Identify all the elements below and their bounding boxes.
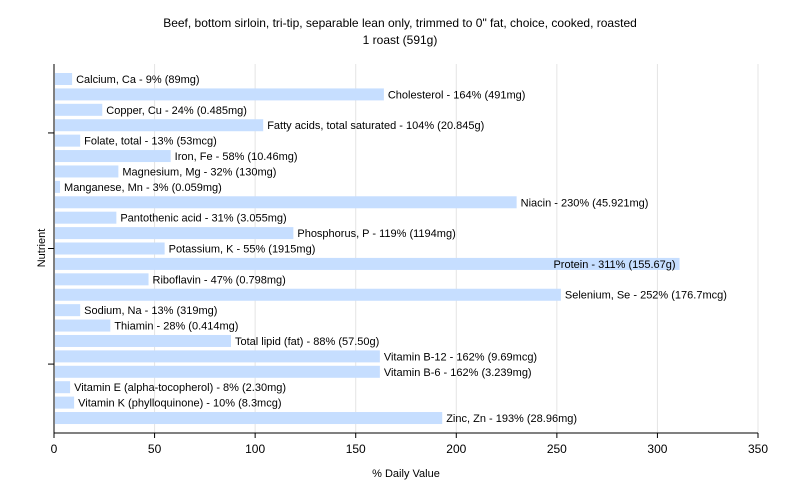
chart-title: Beef, bottom sirloin, tri-tip, separable…	[163, 16, 637, 30]
axes: 0 50 100 150 200 250 300 350	[48, 64, 768, 456]
bar-9	[55, 196, 517, 209]
bar-11	[55, 227, 294, 240]
bar-label-10: Pantothenic acid - 31% (3.055mg)	[120, 213, 286, 225]
bar-label-1: Calcium, Ca - 9% (89mg)	[76, 74, 199, 86]
bar-label-22: Vitamin K (phylloquinone) - 10% (8.3mcg)	[78, 398, 281, 410]
bar-label-8: Manganese, Mn - 3% (0.059mg)	[64, 182, 222, 194]
bar-5	[55, 134, 81, 147]
bar-13	[55, 257, 680, 270]
x-axis-title: % Daily Value	[372, 468, 440, 480]
bar-10	[55, 211, 117, 224]
bar-label-12: Potassium, K - 55% (1915mg)	[169, 244, 316, 256]
bars: Calcium, Ca - 9% (89mg) Cholesterol - 164…	[55, 73, 727, 425]
bar-label-18: Total lipid (fat) - 88% (57.50g)	[235, 336, 379, 348]
bar-label-20: Vitamin B-6 - 162% (3.239mg)	[384, 367, 532, 379]
bar-19	[55, 350, 380, 363]
bar-16	[55, 304, 81, 317]
bar-label-3: Copper, Cu - 24% (0.485mg)	[106, 105, 247, 117]
bar-15	[55, 288, 561, 301]
bar-17	[55, 319, 111, 332]
x-tick-label-50: 50	[148, 442, 162, 456]
bar-label-5: Folate, total - 13% (53mcg)	[84, 136, 217, 148]
bar-8	[55, 180, 61, 193]
bar-label-19: Vitamin B-12 - 162% (9.69mcg)	[384, 351, 537, 363]
bar-14	[55, 273, 149, 286]
bar-22	[55, 396, 75, 409]
bar-label-4: Fatty acids, total saturated - 104% (20.…	[267, 120, 484, 132]
bar-4	[55, 119, 264, 132]
bar-23	[55, 412, 443, 425]
bar-12	[55, 242, 165, 255]
bar-21	[55, 381, 71, 394]
bar-label-6: Iron, Fe - 58% (10.46mg)	[175, 151, 298, 163]
x-tick-label-100: 100	[245, 442, 265, 456]
bar-1	[55, 73, 73, 85]
x-tick-label-150: 150	[346, 442, 366, 456]
x-tick-label-0: 0	[51, 442, 58, 456]
bar-3	[55, 103, 103, 116]
bar-label-16: Sodium, Na - 13% (319mg)	[84, 305, 217, 317]
bar-label-23: Zinc, Zn - 193% (28.96mg)	[446, 413, 577, 425]
chart-subtitle: 1 roast (591g)	[363, 33, 438, 47]
y-axis-title: Nutrient	[36, 229, 48, 268]
x-tick-label-350: 350	[748, 442, 768, 456]
bar-label-7: Magnesium, Mg - 32% (130mg)	[122, 166, 276, 178]
x-tick-label-250: 250	[547, 442, 567, 456]
bar-6	[55, 150, 171, 163]
bar-7	[55, 165, 119, 178]
bar-2	[55, 88, 384, 101]
x-tick-label-200: 200	[446, 442, 466, 456]
bar-label-2: Cholesterol - 164% (491mg)	[388, 89, 526, 101]
bar-label-15: Selenium, Se - 252% (176.7mcg)	[565, 290, 727, 302]
bar-label-11: Phosphorus, P - 119% (1194mg)	[297, 228, 455, 240]
bar-label-17: Thiamin - 28% (0.414mg)	[114, 321, 238, 333]
bar-18	[55, 334, 232, 347]
x-tick-label-300: 300	[647, 442, 667, 456]
bar-label-13: Protein - 311% (155.67g)	[553, 259, 675, 271]
bar-label-9: Niacin - 230% (45.921mg)	[521, 197, 649, 209]
bar-label-14: Riboflavin - 47% (0.798mg)	[153, 274, 286, 286]
bar-label-21: Vitamin E (alpha-tocopherol) - 8% (2.30m…	[74, 382, 286, 394]
bar-20	[55, 365, 380, 378]
